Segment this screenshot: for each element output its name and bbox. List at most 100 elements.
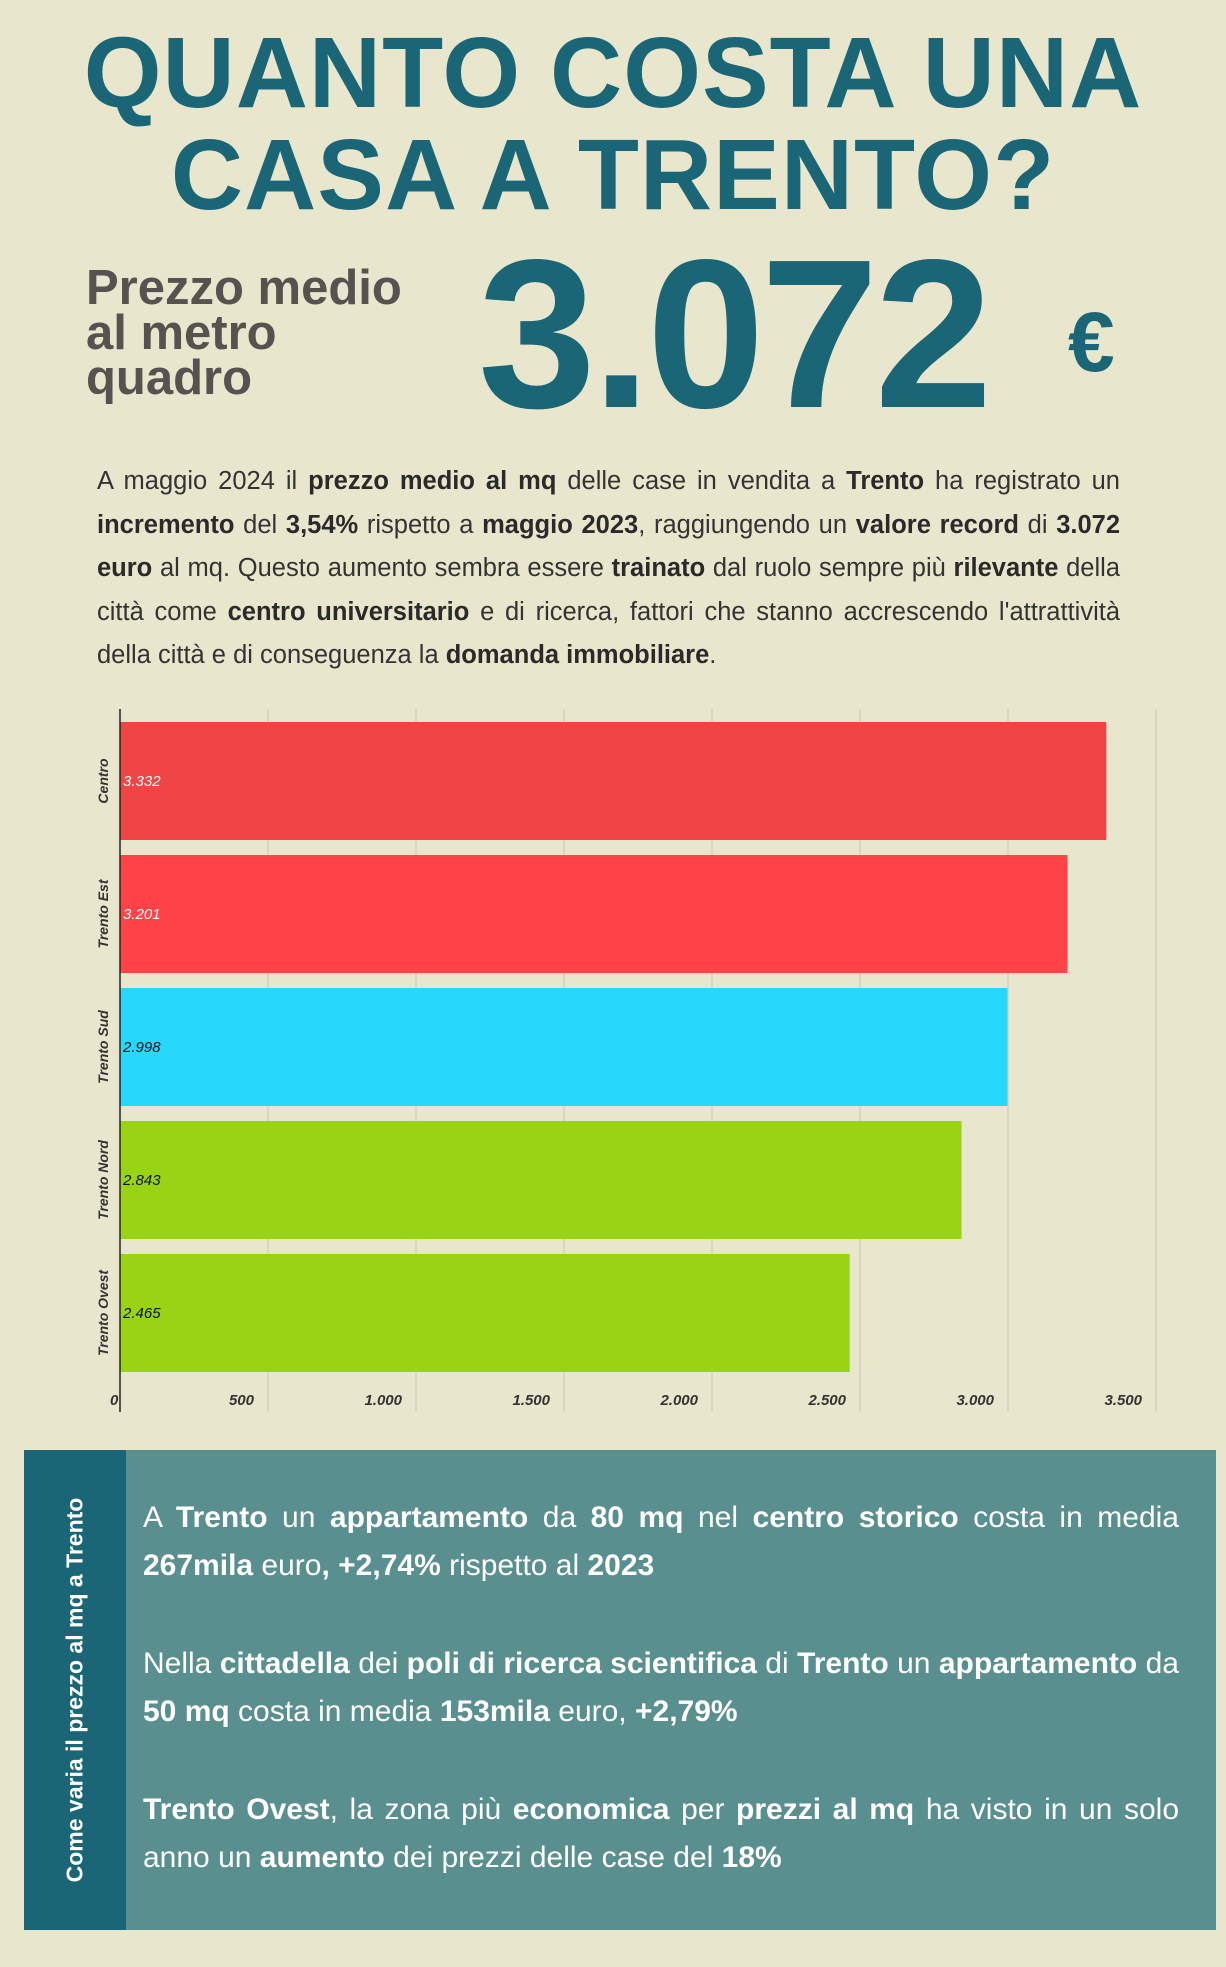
- emphasis-text: maggio 2023: [482, 510, 639, 539]
- x-tick-label: 2.000: [659, 1392, 698, 1409]
- page-title: QUANTO COSTA UNA CASA A TRENTO?: [0, 22, 1226, 226]
- x-tick-label: 0: [110, 1392, 119, 1409]
- text-run: della città come: [97, 554, 1120, 626]
- emphasis-text: 2023: [587, 1549, 655, 1582]
- bar: [120, 855, 1068, 973]
- panel-paragraph: A Trento un appartamento da 80 mq nel ce…: [143, 1494, 1179, 1590]
- emphasis-text: centro universitario: [227, 597, 470, 626]
- price-value: 3.072: [478, 215, 993, 452]
- panel-paragraph: Nella cittadella dei poli di ricerca sci…: [143, 1640, 1179, 1736]
- text-run: un: [888, 1647, 939, 1680]
- bar-value-label: 2.465: [122, 1305, 161, 1322]
- bar: [120, 722, 1107, 840]
- text-run: euro,: [549, 1695, 635, 1728]
- panel-side-title: Come varia il prezzo al mq a Trento: [61, 1497, 88, 1883]
- emphasis-text: 50 mq: [143, 1695, 230, 1728]
- emphasis-text: Trento: [846, 467, 925, 495]
- text-run: dei: [349, 1647, 407, 1680]
- emphasis-text: domanda immobiliare: [445, 641, 710, 669]
- bar-value-label: 2.998: [122, 1039, 161, 1056]
- panel-paragraph: Trento Ovest, la zona più economica per …: [143, 1786, 1179, 1882]
- text-run: costa in media: [958, 1501, 1179, 1534]
- emphasis-text: Trento Ovest: [143, 1793, 330, 1826]
- x-tick-label: 1.500: [512, 1392, 550, 1409]
- x-tick-label: 3.500: [1104, 1392, 1142, 1409]
- emphasis-text: 80 mq: [590, 1501, 684, 1534]
- bar-value-label: 3.201: [123, 906, 161, 923]
- price-label-line-1: Prezzo medio: [86, 261, 402, 315]
- category-label: Trento Sud: [95, 1010, 111, 1084]
- price-unit: €: [1068, 295, 1115, 389]
- text-run: A: [143, 1501, 176, 1534]
- emphasis-text: , +2,74%: [321, 1549, 441, 1582]
- text-run: di: [1018, 510, 1057, 539]
- emphasis-text: trainato: [611, 554, 706, 582]
- bar: [120, 1121, 962, 1239]
- text-run: , raggiungendo un: [638, 510, 856, 539]
- emphasis-text: 267mila: [143, 1549, 254, 1582]
- emphasis-text: 18%: [721, 1841, 782, 1874]
- text-run: un: [267, 1501, 330, 1534]
- text-run: .: [709, 641, 717, 669]
- panel-side-tab: Come varia il prezzo al mq a Trento: [24, 1450, 126, 1930]
- emphasis-text: 3,54%: [285, 510, 359, 539]
- emphasis-text: appartamento: [329, 1501, 529, 1534]
- chart-bars: [120, 722, 1107, 1372]
- text-run: rispetto al: [440, 1549, 588, 1582]
- text-run: di: [756, 1647, 798, 1680]
- emphasis-text: Trento: [797, 1647, 889, 1680]
- text-run: da: [1137, 1647, 1179, 1680]
- category-label: Trento Nord: [95, 1140, 111, 1220]
- emphasis-text: Trento: [175, 1501, 268, 1534]
- text-run: costa in media: [229, 1695, 440, 1728]
- category-label: Trento Ovest: [95, 1269, 111, 1356]
- emphasis-text: 153mila: [439, 1695, 550, 1728]
- price-label: Prezzo medio al metro quadro: [86, 261, 402, 405]
- emphasis-text: +2,79%: [634, 1695, 738, 1728]
- emphasis-text: centro storico: [752, 1501, 959, 1534]
- text-run: euro: [253, 1549, 322, 1582]
- emphasis-text: poli di ricerca scientifica: [406, 1647, 757, 1680]
- bar-value-label: 3.332: [123, 773, 161, 790]
- emphasis-text: economica: [512, 1793, 670, 1826]
- text-run: e di ricerca, fattori che stanno accresc…: [97, 597, 1120, 670]
- x-tick-label: 2.500: [807, 1392, 846, 1409]
- price-label-line-3: quadro: [86, 351, 253, 405]
- emphasis-text: aumento: [259, 1841, 385, 1874]
- text-run: delle case in vendita a: [556, 467, 847, 495]
- chart-tick-labels: 0 500 1.000 1.500 2.000 2.500 3.000 3.500: [110, 1392, 1143, 1409]
- text-run: nel: [683, 1501, 753, 1534]
- text-run: rispetto a: [358, 510, 483, 539]
- emphasis-text: cittadella: [219, 1647, 350, 1680]
- category-label: Trento Est: [95, 878, 111, 948]
- chart-category-labels: Centro Trento Est Trento Sud Trento Nord Tre…: [95, 758, 111, 1356]
- emphasis-text: appartamento: [938, 1647, 1138, 1680]
- text-run: dei prezzi delle case del: [384, 1841, 722, 1874]
- emphasis-text: prezzo medio al mq: [308, 467, 557, 495]
- text-run: , la zona più: [329, 1793, 513, 1826]
- text-run: al mq. Questo aumento sembra essere: [152, 554, 612, 582]
- title-line-1: QUANTO COSTA UNA: [83, 17, 1143, 129]
- text-run: ha registrato un: [924, 467, 1120, 495]
- price-bar-chart: Centro Trento Est Trento Sud Trento Nord Tre…: [95, 709, 1157, 1412]
- emphasis-text: rilevante: [953, 554, 1059, 582]
- text-run: A maggio 2024 il: [97, 467, 309, 495]
- bar-value-label: 2.843: [122, 1172, 161, 1189]
- intro-paragraph: A maggio 2024 il prezzo medio al mq dell…: [97, 460, 1120, 678]
- price-label-line-2: al metro: [86, 306, 277, 360]
- emphasis-text: prezzi al mq: [736, 1793, 915, 1826]
- text-run: per: [669, 1793, 737, 1826]
- category-label: Centro: [95, 758, 111, 804]
- info-panel: Come varia il prezzo al mq a Trento A Tr…: [24, 1450, 1216, 1930]
- chart-value-labels: 3.332 3.201 2.998 2.843 2.465: [122, 773, 161, 1322]
- title-line-2: CASA A TRENTO?: [170, 119, 1056, 231]
- text-run: del: [234, 510, 286, 539]
- emphasis-text: valore record: [855, 510, 1019, 539]
- bar: [120, 988, 1008, 1106]
- panel-body: A Trento un appartamento da 80 mq nel ce…: [143, 1494, 1179, 1932]
- x-tick-label: 1.000: [364, 1392, 402, 1409]
- text-run: Nella: [143, 1647, 220, 1680]
- x-tick-label: 500: [229, 1392, 255, 1409]
- emphasis-text: 3.072 euro: [97, 510, 1121, 583]
- emphasis-text: incremento: [97, 510, 235, 539]
